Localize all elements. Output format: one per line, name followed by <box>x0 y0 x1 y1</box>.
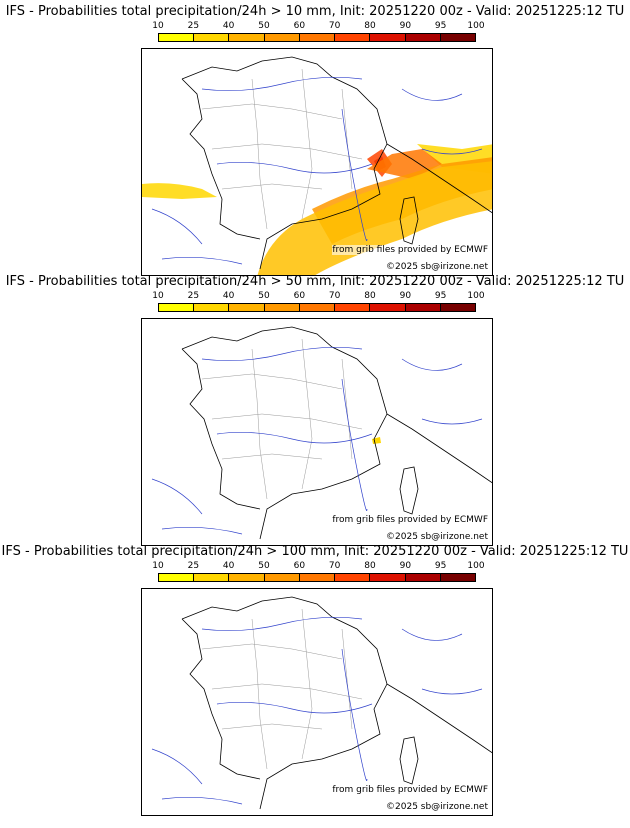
colorbar-tick-label: 40 <box>222 21 235 31</box>
colorbar-segment <box>194 34 230 41</box>
colorbar-segment <box>229 304 265 311</box>
colorbar-tick-label: 50 <box>258 291 270 301</box>
rivers <box>151 617 483 805</box>
colorbar-tick-label: 80 <box>364 561 376 571</box>
regional-borders <box>201 68 363 230</box>
colorbar-tick-label: 50 <box>258 561 270 571</box>
colorbar-segment <box>370 574 406 581</box>
colorbar-tick-label: 80 <box>364 291 376 301</box>
corsica-outline <box>399 196 419 245</box>
colorbar-labels: 10 25 40 50 60 70 80 90 95 100 <box>152 291 492 303</box>
colorbar <box>158 303 476 312</box>
colorbar-tick-label: 95 <box>434 561 447 571</box>
colorbar-segment <box>335 574 371 581</box>
colorbar-tick-label: 10 <box>152 561 164 571</box>
rivers <box>151 77 483 265</box>
precipitation-area <box>257 161 492 275</box>
regional-borders <box>201 608 363 770</box>
copyright-credit: ©2025 sb@irizone.net <box>386 262 488 272</box>
copyright-credit: ©2025 sb@irizone.net <box>386 802 488 812</box>
forecast-panel: IFS - Probabilities total precipitation/… <box>0 540 630 816</box>
colorbar-tick-label: 60 <box>293 21 306 31</box>
forecast-panel: IFS - Probabilities total precipitation/… <box>0 0 630 276</box>
colorbar-tick-label: 90 <box>399 561 412 571</box>
coastline <box>181 326 388 540</box>
colorbar-segment <box>299 34 336 41</box>
colorbar-tick-label: 95 <box>434 291 447 301</box>
colorbar-segment <box>440 574 475 581</box>
regional-borders <box>201 338 363 500</box>
colorbar-tick-label: 40 <box>222 561 235 571</box>
precipitation-area <box>142 183 217 199</box>
colorbar-segment <box>370 304 406 311</box>
panel-title: IFS - Probabilities total precipitation/… <box>5 274 625 289</box>
colorbar-segment <box>159 34 195 41</box>
colorbar-tick-label: 100 <box>467 291 485 301</box>
colorbar-tick-label: 10 <box>152 21 164 31</box>
colorbar-tick-label: 95 <box>434 21 447 31</box>
colorbar-segment <box>159 574 195 581</box>
colorbar-tick-label: 50 <box>258 21 270 31</box>
colorbar-segment <box>405 34 441 41</box>
source-credit: from grib files provided by ECMWF <box>332 245 488 255</box>
colorbar-segment <box>440 34 475 41</box>
coastline <box>181 56 388 270</box>
colorbar-segment <box>264 574 300 581</box>
colorbar-tick-label: 25 <box>187 291 200 301</box>
map: from grib files provided by ECMWF ©2025 … <box>141 588 493 816</box>
colorbar-tick-label: 60 <box>293 291 306 301</box>
colorbar-tick-label: 100 <box>467 21 485 31</box>
colorbar-segment <box>405 304 441 311</box>
italy-coast <box>386 683 492 754</box>
colorbar-segment <box>229 574 265 581</box>
precipitation-area <box>372 437 381 444</box>
map: from grib files provided by ECMWF ©2025 … <box>141 48 493 276</box>
map: from grib files provided by ECMWF ©2025 … <box>141 318 493 546</box>
colorbar-segment <box>370 34 406 41</box>
map-graphic <box>142 56 492 275</box>
colorbar-segment <box>194 574 230 581</box>
map-graphic <box>151 326 492 540</box>
colorbar-segment <box>335 304 371 311</box>
colorbar <box>158 33 476 42</box>
colorbar-segment <box>405 574 441 581</box>
italy-coast <box>386 413 492 484</box>
source-credit: from grib files provided by ECMWF <box>332 515 488 525</box>
colorbar-segment <box>229 34 265 41</box>
colorbar-tick-label: 25 <box>187 21 200 31</box>
colorbar-segment <box>299 574 336 581</box>
colorbar-segment <box>159 304 195 311</box>
colorbar-segment <box>335 34 371 41</box>
colorbar-tick-label: 70 <box>328 21 341 31</box>
italy-coast <box>386 143 492 214</box>
colorbar-labels: 10 25 40 50 60 70 80 90 95 100 <box>152 21 492 33</box>
colorbar-tick-label: 80 <box>364 21 376 31</box>
panel-title: IFS - Probabilities total precipitation/… <box>1 544 629 559</box>
colorbar-tick-label: 90 <box>399 291 412 301</box>
corsica-outline <box>399 466 419 515</box>
colorbar-tick-label: 10 <box>152 291 164 301</box>
source-credit: from grib files provided by ECMWF <box>332 785 488 795</box>
colorbar-tick-label: 70 <box>328 291 341 301</box>
colorbar-tick-label: 40 <box>222 291 235 301</box>
map-graphic <box>151 596 492 810</box>
colorbar-segment <box>264 34 300 41</box>
copyright-credit: ©2025 sb@irizone.net <box>386 532 488 542</box>
colorbar-tick-label: 90 <box>399 21 412 31</box>
colorbar-tick-label: 60 <box>293 561 306 571</box>
colorbar-tick-label: 25 <box>187 561 200 571</box>
colorbar-segment <box>194 304 230 311</box>
coastline <box>181 596 388 810</box>
corsica-outline <box>399 736 419 785</box>
colorbar-tick-label: 70 <box>328 561 341 571</box>
colorbar-labels: 10 25 40 50 60 70 80 90 95 100 <box>152 561 492 573</box>
colorbar <box>158 573 476 582</box>
colorbar-segment <box>440 304 475 311</box>
colorbar-tick-label: 100 <box>467 561 485 571</box>
panel-title: IFS - Probabilities total precipitation/… <box>5 4 625 19</box>
colorbar-segment <box>299 304 336 311</box>
rivers <box>151 347 483 535</box>
colorbar-segment <box>264 304 300 311</box>
forecast-panel: IFS - Probabilities total precipitation/… <box>0 270 630 546</box>
